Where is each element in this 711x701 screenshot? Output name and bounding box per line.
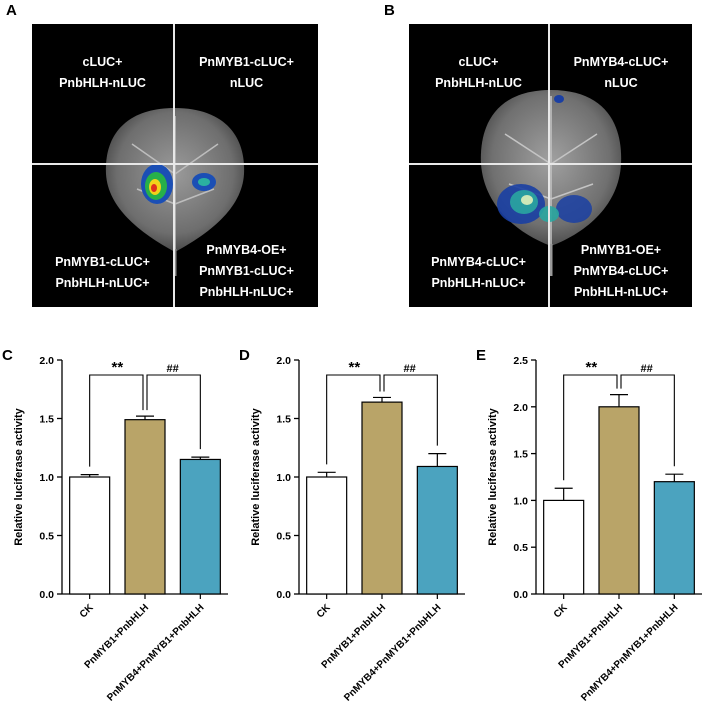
- panel-letter-c: C: [2, 347, 13, 364]
- bar-chart-c: C Relative luciferase activity 0.0 0.5 1.0 1.…: [2, 347, 228, 701]
- y-axis-label: Relative luciferase activity: [487, 407, 499, 545]
- bar-3: [653, 481, 695, 595]
- significance-label-1: **: [585, 359, 597, 376]
- y-tick-label: 0.5: [276, 531, 291, 543]
- significance-label-2: ##: [404, 363, 416, 375]
- y-tick-label: 2.0: [276, 355, 291, 367]
- y-tick-label: 2.0: [513, 402, 528, 414]
- x-tick-label-1: CK: [315, 602, 334, 621]
- significance-label-1: **: [348, 359, 360, 376]
- quad-label-a-1: cLUC+ PnbHLH-nLUC: [59, 55, 146, 90]
- y-tick-label: 0.5: [513, 542, 528, 554]
- significance-label-1: **: [111, 359, 123, 376]
- bar-1: [306, 476, 348, 595]
- luciferase-image-a: cLUC+ PnbHLH-nLUC PnMYB1-cLUC+ nLUC PnMYB1…: [32, 24, 318, 307]
- y-tick-label: 0.0: [513, 589, 528, 601]
- significance-bracket-2: [383, 374, 438, 446]
- bar-2: [598, 406, 640, 595]
- x-tick-label-1: CK: [78, 602, 97, 621]
- quad-label-b-1: cLUC+ PnbHLH-nLUC: [435, 55, 522, 90]
- luciferase-image-b: cLUC+ PnbHLH-nLUC PnMYB4-cLUC+ nLUC PnMYB4…: [409, 24, 692, 307]
- panel-letter-d: D: [239, 347, 250, 364]
- significance-bracket-1: [89, 374, 144, 467]
- significance-label-2: ##: [641, 363, 653, 375]
- y-tick-label: 1.0: [276, 472, 291, 484]
- y-tick-label: 2.5: [513, 355, 528, 367]
- bar-3: [416, 465, 458, 595]
- bar-2: [361, 401, 403, 595]
- significance-bracket-1: [563, 374, 618, 481]
- quad-label-a-2: PnMYB1-cLUC+ nLUC: [199, 55, 294, 90]
- panel-letter-b: B: [384, 2, 395, 19]
- x-tick-label-3: PnMYB4+PnMYB1+PnbHLH: [579, 602, 680, 701]
- significance-label-2: ##: [167, 363, 179, 375]
- bar-2: [124, 419, 166, 595]
- significance-bracket-2: [620, 374, 675, 467]
- quad-label-a-4: PnMYB4-OE+ PnMYB1-cLUC+ PnbHLH-nLUC+: [199, 243, 294, 299]
- x-tick-label-3: PnMYB4+PnMYB1+PnbHLH: [105, 602, 206, 701]
- y-axis-label: Relative luciferase activity: [13, 407, 25, 545]
- y-tick-label: 2.0: [39, 355, 54, 367]
- y-tick-label: 1.5: [276, 414, 291, 426]
- x-tick-label-3: PnMYB4+PnMYB1+PnbHLH: [342, 602, 443, 701]
- x-tick-label-1: CK: [552, 602, 571, 621]
- y-axis-label: Relative luciferase activity: [250, 407, 262, 545]
- y-tick-label: 1.5: [513, 449, 528, 461]
- quad-label-b-2: PnMYB4-cLUC+ nLUC: [573, 55, 669, 90]
- panel-letter-a: A: [6, 2, 17, 19]
- leaf-illustration-b: [480, 90, 622, 276]
- quad-label-a-3: PnMYB1-cLUC+ PnbHLH-nLUC+: [55, 255, 150, 290]
- y-tick-label: 1.5: [39, 414, 54, 426]
- y-tick-label: 1.0: [513, 495, 528, 507]
- y-tick-label: 1.0: [39, 472, 54, 484]
- bar-3: [179, 458, 221, 595]
- y-tick-label: 0.0: [276, 589, 291, 601]
- quad-label-b-3: PnMYB4-cLUC+ PnbHLH-nLUC+: [431, 255, 526, 290]
- bar-chart-d: D Relative luciferase activity 0.0 0.5 1.0 1.…: [239, 347, 465, 701]
- bar-1: [69, 476, 111, 595]
- y-tick-label: 0.0: [39, 589, 54, 601]
- significance-bracket-2: [146, 374, 201, 450]
- bar-chart-e: E Relative luciferase activity 0.0 0.5 1.0 1.…: [476, 347, 702, 701]
- panel-letter-e: E: [476, 347, 486, 364]
- y-tick-label: 0.5: [39, 531, 54, 543]
- quad-label-b-4: PnMYB1-OE+ PnMYB4-cLUC+ PnbHLH-nLUC+: [573, 243, 669, 299]
- bar-1: [543, 499, 585, 595]
- significance-bracket-1: [326, 374, 381, 465]
